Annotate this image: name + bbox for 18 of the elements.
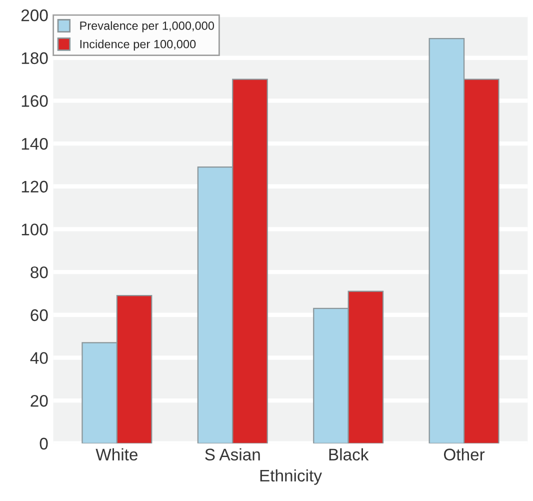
y-tick-label: 100 [22, 224, 48, 236]
y-tick-label: 40 [30, 352, 48, 364]
y-tick-label: 120 [22, 180, 48, 193]
y-tick-label: 60 [30, 309, 48, 322]
y-tick-label: 180 [22, 52, 48, 64]
legend-label: Incidence per 100,000 [80, 40, 196, 51]
y-tick-label: 140 [22, 138, 48, 150]
x-tick-label: Black [329, 448, 369, 460]
x-tick-label: S Asian [205, 448, 260, 460]
y-tick-label: 80 [30, 266, 48, 278]
x-axis-title: Ethnicity [260, 469, 322, 485]
y-tick-label: 200 [21, 9, 48, 22]
y-tick-label: 160 [22, 95, 48, 107]
legend-label: Prevalence per 1,000,000 [80, 21, 214, 32]
y-tick-label: 20 [30, 394, 48, 407]
y-tick-label: 0 [40, 438, 48, 450]
x-tick-label: White [96, 448, 138, 460]
x-tick-label: Other [444, 448, 485, 460]
